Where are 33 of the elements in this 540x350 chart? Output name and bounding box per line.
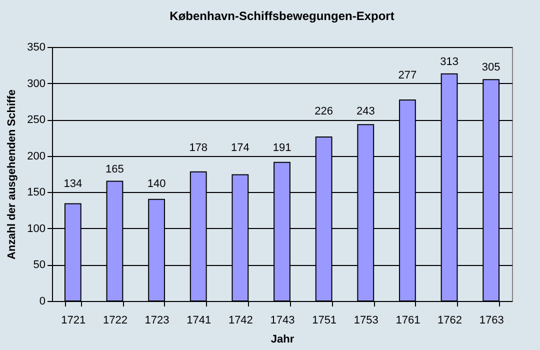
y-tick-label: 0 — [39, 296, 46, 308]
x-tick-label: 1762 — [438, 314, 462, 326]
data-label: 305 — [482, 62, 500, 74]
data-label: 243 — [356, 106, 375, 118]
data-label: 191 — [272, 142, 292, 154]
data-label: 226 — [314, 106, 333, 118]
y-tick-label: 100 — [27, 222, 46, 235]
x-tick-label: 1722 — [102, 314, 128, 326]
x-tick-label: 1742 — [228, 314, 253, 326]
x-tick-label: 1741 — [186, 314, 212, 326]
chart-title: København-Schiffsbewegungen-Export — [170, 9, 394, 23]
x-axis-title: Jahr — [270, 334, 295, 346]
x-tick-label: 1763 — [479, 314, 504, 326]
data-label: 277 — [398, 69, 417, 82]
x-tick-label: 1743 — [270, 314, 295, 326]
data-label: 134 — [64, 178, 82, 190]
data-label: 178 — [189, 142, 208, 154]
y-tick-label: 300 — [27, 78, 46, 90]
y-tick-label: 50 — [33, 259, 46, 272]
data-label: 313 — [440, 56, 458, 68]
x-tick-label: 1753 — [354, 314, 378, 326]
y-tick-label: 200 — [27, 150, 46, 162]
y-tick-label: 150 — [27, 186, 46, 199]
x-tick-label: 1723 — [144, 314, 170, 326]
x-tick-label: 1761 — [396, 314, 420, 326]
data-label: 174 — [231, 142, 250, 154]
data-label: 140 — [147, 178, 166, 190]
y-tick-label: 250 — [27, 114, 46, 126]
data-label: 165 — [106, 163, 124, 176]
x-tick-label: 1721 — [61, 314, 86, 326]
y-axis-title: Anzahl der ausgehenden Schiffe — [6, 90, 18, 260]
x-tick-label: 1751 — [312, 314, 337, 326]
y-tick-label: 350 — [27, 42, 46, 54]
